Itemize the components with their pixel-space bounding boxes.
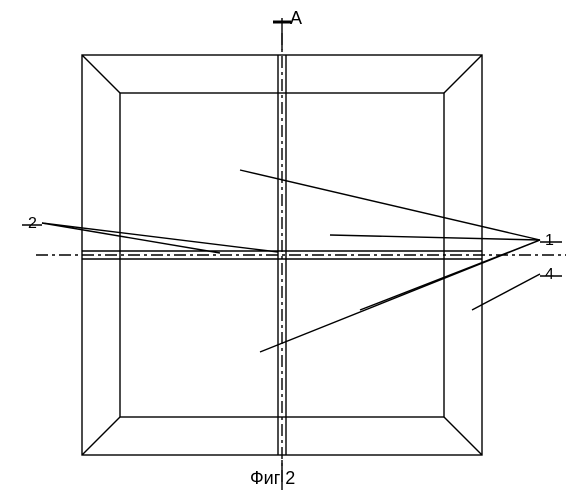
leader-label-1: 1 <box>545 232 554 250</box>
leader-label-4: 4 <box>545 266 554 284</box>
section-label: A <box>290 8 302 29</box>
engineering-diagram <box>0 0 584 500</box>
figure-caption: Фиг 2 <box>250 468 295 489</box>
leader-label-2: 2 <box>28 215 37 233</box>
